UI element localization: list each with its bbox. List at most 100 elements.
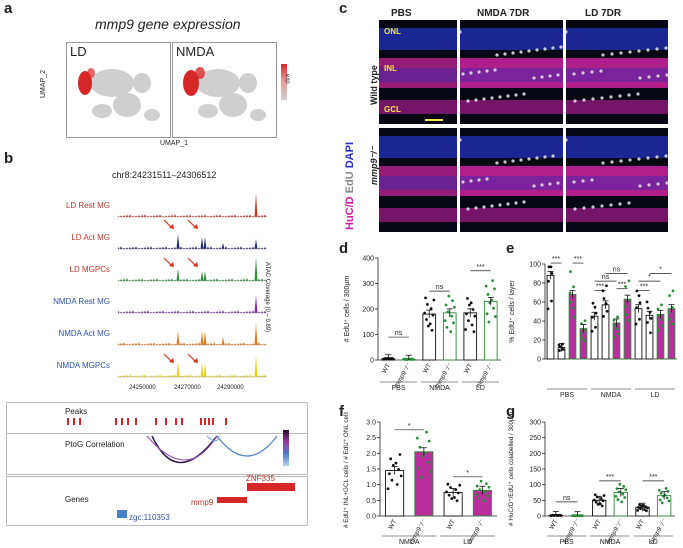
data-point: [443, 319, 447, 322]
data-point: [390, 478, 394, 482]
data-point: [558, 349, 561, 352]
sig-label: *: [466, 470, 469, 477]
data-point: [466, 296, 469, 300]
group-label-2: LD: [649, 539, 658, 546]
data-point: [593, 305, 597, 309]
y-tick-label: 60: [533, 300, 541, 307]
group-label-1: NMDA: [429, 385, 450, 392]
layer-onl: ONL: [384, 27, 401, 36]
umap-nmda: NMDA: [172, 42, 277, 138]
data-point: [659, 318, 663, 322]
col-ld: LD 7DR: [585, 8, 622, 19]
data-point: [638, 301, 642, 305]
data-point: [568, 291, 572, 295]
group-label-0: NMDA: [399, 539, 420, 546]
y-tick-label: 200: [529, 451, 541, 458]
data-point: [634, 322, 638, 326]
data-point: [454, 488, 458, 492]
genomic-region: chr8:24231511–24306512: [112, 170, 217, 180]
umap-nmda-label: NMDA: [176, 44, 215, 59]
data-point: [424, 296, 427, 300]
data-point: [427, 439, 431, 443]
ptog-box: PtoG Correlation: [6, 430, 308, 475]
data-point: [389, 457, 393, 461]
data-point: [593, 493, 597, 497]
bar-label-2: WT: [422, 362, 433, 374]
arrow-icon: [187, 353, 198, 363]
data-point: [580, 514, 584, 518]
y-tick-label: 300: [529, 420, 541, 427]
sig-label: ns: [395, 330, 403, 337]
data-point: [645, 506, 649, 510]
chart-g: 0 50 100 150 200 250 300 # HuC/D⁺/EdU⁺ cells co…: [508, 412, 675, 546]
stain-dapi: DAPI: [344, 141, 356, 169]
atac-coverage-range: (0 – 0.89): [264, 306, 270, 333]
bar-4: [590, 315, 599, 360]
umap-ld-scatter: [78, 68, 160, 121]
data-point: [657, 328, 660, 332]
y-tick-label: 400: [362, 256, 374, 263]
umap-legend-title: exp: [284, 74, 290, 84]
panel-label-e: e: [506, 240, 515, 257]
data-point: [391, 357, 395, 361]
panel-label-c: c: [339, 0, 348, 17]
y-axis-label: % EdU⁺ cells / layer: [509, 280, 516, 343]
y-axis-label: # HuC/D⁺/EdU⁺ cells colabelled / 300µm: [508, 412, 515, 526]
sig-label: ***: [552, 256, 560, 263]
data-point: [425, 430, 428, 434]
atac-trace-3: [118, 295, 267, 313]
sig-label: ***: [618, 282, 626, 289]
atac-coverage-label: ATAC Coverage (0 – 0.89): [264, 262, 270, 332]
y-tick-label: 0: [537, 357, 541, 364]
arrow-icon: [163, 353, 174, 363]
data-point: [429, 470, 432, 473]
data-point: [423, 451, 427, 455]
data-point: [477, 496, 480, 500]
data-point: [660, 324, 664, 328]
data-point: [571, 306, 575, 310]
data-point: [668, 294, 671, 298]
data-point: [649, 316, 653, 320]
data-point: [599, 497, 603, 500]
data-point: [493, 315, 497, 318]
data-point: [446, 310, 450, 314]
chart-f: 0.0 0.5 1.0 1.5 2.0 2.5 3.0 # EdU⁺ INL+GCL cell…: [343, 412, 497, 546]
atac-coverage-text: ATAC Coverage: [264, 262, 270, 305]
panel-label-d: d: [339, 240, 349, 257]
bar-0: [385, 470, 405, 517]
data-point: [637, 294, 641, 298]
data-point: [487, 485, 491, 489]
gene-zgc110353: zgc:110353: [129, 513, 170, 522]
y-tick-label: 0: [537, 514, 541, 521]
data-point: [417, 466, 420, 470]
data-point: [623, 304, 627, 308]
sig-label: ***: [476, 264, 484, 271]
data-point: [423, 311, 427, 315]
data-point: [425, 318, 428, 321]
micrograph-1-0: [379, 128, 457, 232]
data-point: [444, 303, 448, 307]
umap-nmda-scatter: [183, 67, 266, 121]
bar-label-4: WT: [635, 518, 646, 530]
data-point: [482, 499, 486, 502]
data-point: [467, 303, 471, 307]
bar-4: [463, 312, 478, 361]
data-point: [472, 330, 476, 334]
data-point: [491, 279, 494, 283]
data-point: [659, 491, 663, 495]
data-point: [667, 310, 671, 314]
group-label-1: LD: [463, 539, 472, 546]
sig-label: *: [648, 274, 651, 281]
bar-label-0: WT: [387, 518, 398, 530]
data-point: [387, 472, 391, 476]
sig-label: ns: [563, 495, 571, 502]
data-point: [639, 507, 642, 511]
y-tick-label: 1.5: [366, 467, 376, 474]
data-point: [452, 305, 456, 309]
data-point: [465, 312, 468, 316]
data-point: [601, 499, 605, 503]
arrow-icon: [163, 257, 174, 267]
bar-label-4: WT: [463, 362, 474, 374]
data-point: [484, 482, 488, 486]
track-label-2: LD MGPCs: [69, 265, 110, 274]
